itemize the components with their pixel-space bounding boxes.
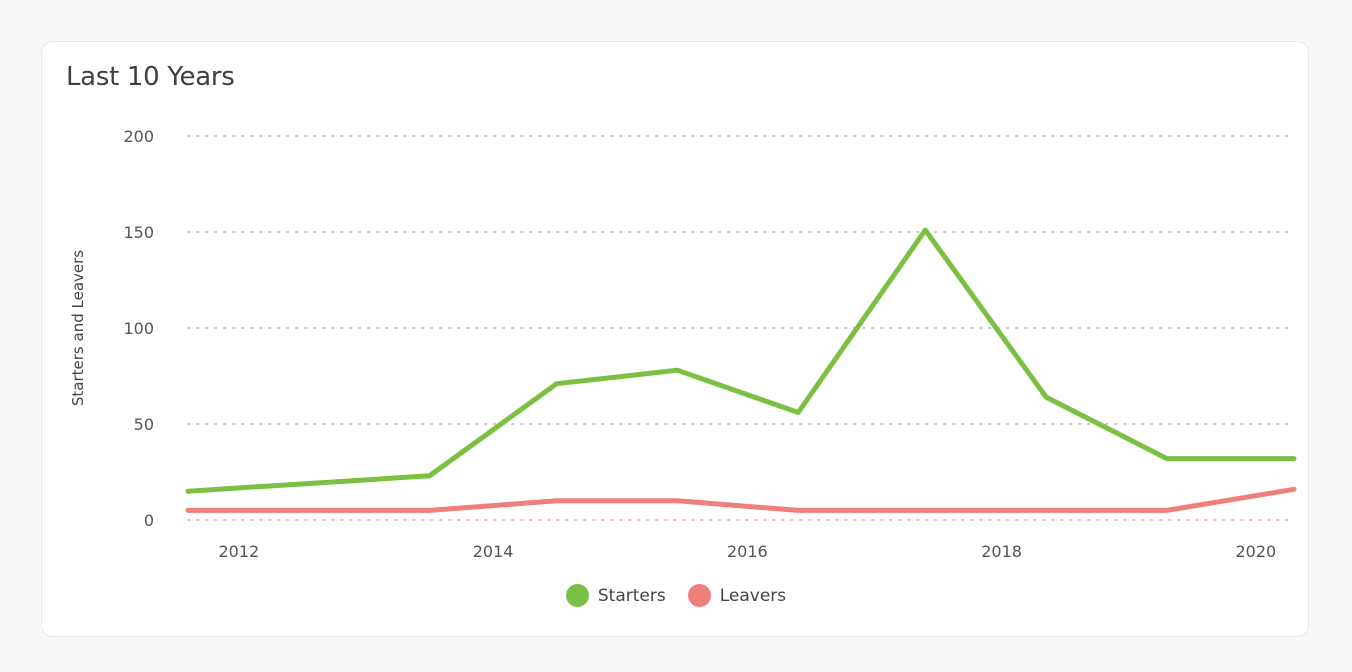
y-tick-label-50: 50 bbox=[134, 415, 154, 434]
data-point-leavers-3[interactable] bbox=[675, 498, 680, 503]
data-point-leavers-8[interactable] bbox=[1292, 487, 1297, 492]
data-point-starters-1[interactable] bbox=[427, 473, 432, 478]
legend-item-starters[interactable]: Starters bbox=[565, 584, 666, 607]
data-point-leavers-7[interactable] bbox=[1164, 508, 1169, 513]
data-point-leavers-5[interactable] bbox=[923, 508, 928, 513]
y-tick-label-100: 100 bbox=[123, 319, 154, 338]
data-point-starters-3[interactable] bbox=[675, 368, 680, 373]
chart-legend: Starters Leavers bbox=[42, 584, 1310, 607]
data-point-starters-2[interactable] bbox=[554, 381, 559, 386]
legend-label-leavers: Leavers bbox=[719, 585, 787, 606]
y-tick-label-0: 0 bbox=[144, 511, 154, 530]
data-point-leavers-6[interactable] bbox=[1044, 508, 1049, 513]
data-point-starters-7[interactable] bbox=[1164, 456, 1169, 461]
data-point-leavers-4[interactable] bbox=[796, 508, 801, 513]
x-tick-label-2018: 2018 bbox=[981, 542, 1022, 561]
x-tick-label-2012: 2012 bbox=[218, 542, 259, 561]
data-point-starters-8[interactable] bbox=[1292, 456, 1297, 461]
data-point-starters-5[interactable] bbox=[923, 228, 928, 233]
x-tick-label-2020: 2020 bbox=[1236, 542, 1277, 561]
chart-card: Last 10 Years 0 50 100 150 200 2012 2014 2016 2… bbox=[41, 41, 1309, 637]
data-point-starters-4[interactable] bbox=[796, 410, 801, 415]
series-lines bbox=[185, 227, 1297, 513]
series-line-leavers[interactable] bbox=[185, 486, 1297, 513]
x-tick-label-2014: 2014 bbox=[473, 542, 514, 561]
data-point-leavers-0[interactable] bbox=[186, 508, 191, 513]
data-point-starters-6[interactable] bbox=[1044, 395, 1049, 400]
gridlines bbox=[187, 135, 1295, 521]
series-line-starters[interactable] bbox=[185, 227, 1297, 494]
data-point-starters-0[interactable] bbox=[186, 489, 191, 494]
legend-marker-leavers bbox=[687, 584, 711, 607]
x-tick-label-2016: 2016 bbox=[727, 542, 768, 561]
y-axis-label: Starters and Leavers bbox=[69, 250, 87, 406]
legend-marker-starters bbox=[565, 584, 589, 607]
data-point-leavers-2[interactable] bbox=[554, 498, 559, 503]
line-chart: 0 50 100 150 200 2012 2014 2016 2018 2020 Starte… bbox=[69, 127, 1297, 561]
y-tick-label-150: 150 bbox=[123, 223, 154, 242]
legend-label-starters: Starters bbox=[597, 585, 666, 606]
data-point-leavers-1[interactable] bbox=[427, 508, 432, 513]
chart-title: Last 10 Years bbox=[66, 62, 235, 92]
y-axis-ticks: 0 50 100 150 200 bbox=[123, 127, 154, 530]
x-axis-ticks: 2012 2014 2016 2018 2020 bbox=[218, 542, 1276, 561]
legend-item-leavers[interactable]: Leavers bbox=[687, 584, 787, 607]
y-tick-label-200: 200 bbox=[123, 127, 154, 146]
